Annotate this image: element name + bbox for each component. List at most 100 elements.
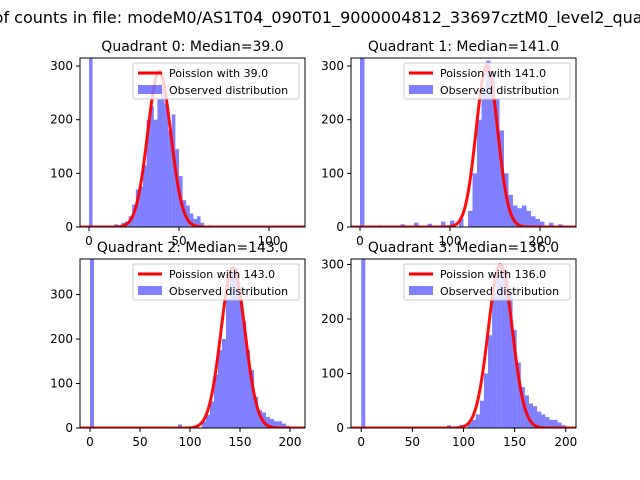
x-tick-label: 0	[86, 435, 94, 449]
legend-observed-swatch	[409, 286, 433, 295]
subplot-title: Quadrant 3: Median=136.0	[368, 240, 559, 256]
y-tick-label: 100	[321, 366, 344, 380]
legend-observed-swatch	[409, 85, 433, 94]
subplot-quadrant-1: 0 100 200 0 100 200 300 Quadrant 1: Median=141.…	[321, 39, 577, 248]
y-tick-label: 100	[50, 377, 73, 391]
histogram-bar	[200, 222, 205, 227]
legend-observed-swatch	[138, 286, 162, 295]
histogram-bar	[246, 350, 250, 428]
histogram-bar	[414, 222, 419, 227]
histogram-bar	[361, 259, 366, 428]
x-tick-label: 50	[132, 435, 147, 449]
histogram-bar	[250, 370, 254, 428]
histogram-bar	[522, 205, 527, 227]
histogram-bar	[278, 421, 282, 428]
histogram-bar	[202, 421, 206, 428]
histogram-bar	[508, 291, 513, 428]
axes-frame	[79, 57, 306, 228]
plot-area	[351, 58, 576, 227]
histogram-bar	[477, 119, 482, 227]
subplot-quadrant-0: 0 50 100 0 100 200 300 Quadrant 0: Median=39.0 P…	[50, 39, 306, 248]
histogram-bar	[226, 299, 230, 428]
histogram-bar	[516, 362, 521, 428]
histogram-bar	[468, 210, 473, 227]
x-tick-label: 0	[356, 234, 364, 248]
y-tick-label: 0	[336, 220, 344, 234]
histogram-bar	[557, 422, 562, 428]
histogram-bar	[512, 329, 517, 428]
legend: Poission with 39.0 Observed distribution	[132, 62, 300, 100]
legend-observed-label: Observed distribution	[169, 84, 288, 97]
histogram-bar	[488, 335, 493, 428]
y-tick-label: 200	[321, 113, 344, 127]
histogram-bar	[472, 173, 477, 227]
subplot-title: Quadrant 1: Median=141.0	[368, 39, 559, 55]
x-tick-label: 100	[452, 435, 475, 449]
legend-box	[403, 263, 571, 301]
histogram-bar	[150, 106, 154, 227]
legend-poisson-label: Poission with 141.0	[440, 67, 546, 80]
histogram-bar	[282, 423, 286, 428]
legend: Poission with 136.0 Observed distribution	[403, 263, 571, 301]
histogram-bar	[90, 259, 94, 428]
histogram-bar	[146, 119, 151, 227]
histogram-bar	[545, 417, 550, 428]
x-tick-label: 100	[258, 234, 281, 248]
histogram-bar	[270, 419, 274, 428]
histogram-bar	[537, 411, 542, 428]
figure-title: Histogram of counts in file: modeM0/AS1T…	[0, 8, 640, 28]
histogram-bar	[258, 410, 262, 428]
histogram-bar	[153, 119, 158, 227]
histogram-bar	[89, 58, 93, 227]
histogram-bar	[254, 396, 258, 428]
axes-frame	[79, 258, 306, 429]
y-tick-label: 200	[50, 332, 73, 346]
histogram-bar	[427, 223, 432, 227]
histogram-bar	[479, 400, 484, 428]
histogram-bar	[496, 275, 501, 428]
poisson-curve	[351, 262, 576, 428]
histogram-bar	[517, 208, 522, 227]
poisson-curve	[80, 266, 305, 428]
histogram-bar	[143, 165, 147, 227]
x-tick-label: 0	[85, 234, 93, 248]
histogram-bar	[540, 221, 545, 227]
histogram-bar	[189, 213, 194, 227]
histogram-bar	[504, 269, 509, 428]
histogram-bar	[135, 189, 140, 227]
subplot-title: Quadrant 2: Median=143.0	[97, 240, 288, 256]
histogram-bar	[500, 264, 505, 428]
legend-observed-label: Observed distribution	[440, 84, 559, 97]
histogram-bar	[274, 421, 278, 428]
histogram-bar	[471, 419, 476, 428]
legend-box	[132, 263, 300, 301]
histogram-bar	[549, 419, 554, 428]
histogram-bar	[210, 401, 214, 428]
histogram-bar	[266, 416, 270, 428]
histogram-bar	[499, 130, 504, 227]
x-tick-label: 50	[405, 435, 420, 449]
y-tick-label: 100	[321, 166, 344, 180]
x-tick-label: 100	[179, 435, 202, 449]
x-tick-label: 200	[529, 234, 552, 248]
legend-box	[132, 62, 300, 100]
histogram-bar	[520, 387, 525, 428]
histogram-bar	[171, 114, 176, 227]
histogram-bar	[238, 290, 242, 428]
histogram-bar	[218, 350, 222, 428]
histogram-bar	[528, 403, 534, 428]
legend: Poission with 141.0 Observed distribution	[403, 62, 571, 100]
histogram-bar	[486, 60, 491, 227]
histogram-bar	[214, 374, 218, 428]
histogram-bar	[161, 87, 165, 227]
y-tick-label: 0	[65, 220, 73, 234]
subplot-quadrant-2: 0 50 100 150 200 0 100 200 300 Quadrant 2: Median…	[50, 240, 306, 449]
y-tick-label: 100	[50, 166, 73, 180]
histogram-bar	[475, 414, 480, 428]
plot-area	[80, 259, 305, 428]
y-tick-label: 300	[50, 59, 73, 73]
legend-observed-swatch	[138, 85, 162, 94]
legend-box	[403, 62, 571, 100]
histogram-bar	[197, 216, 201, 227]
